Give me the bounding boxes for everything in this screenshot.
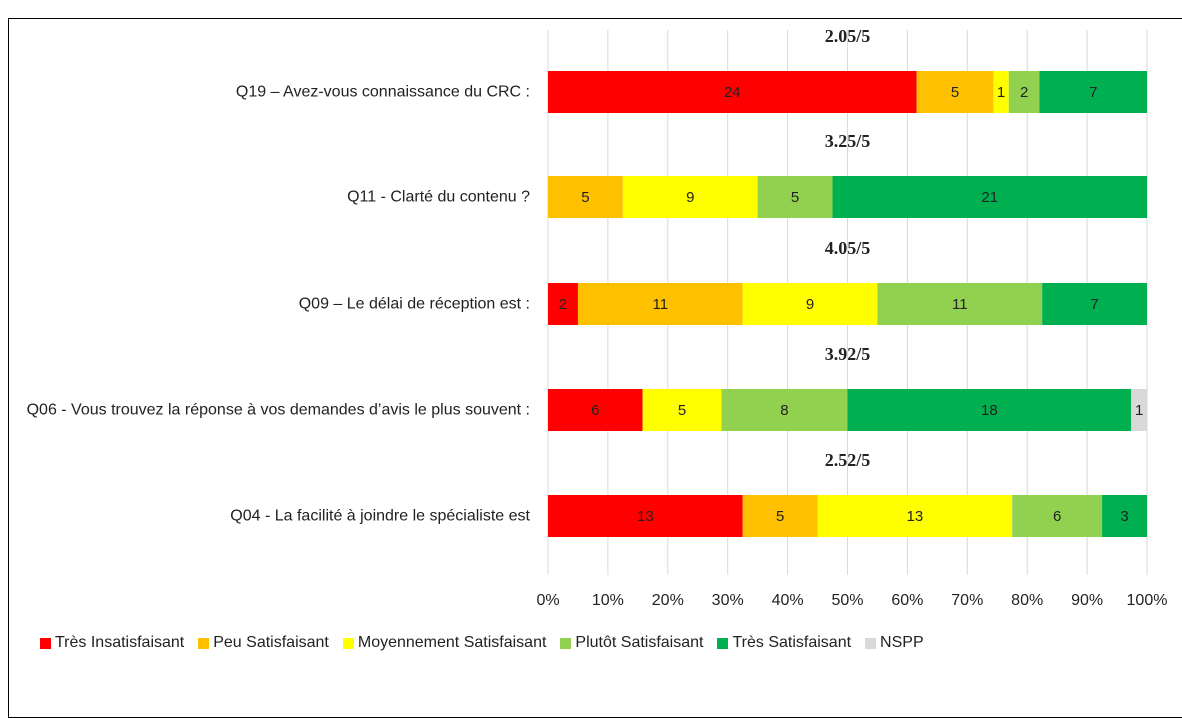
legend-item: Plutôt Satisfaisant (560, 634, 703, 652)
data-label: 7 (1089, 84, 1097, 101)
category-label: Q19 – Avez-vous connaissance du CRC : (235, 83, 530, 101)
legend-label: NSPP (880, 634, 924, 651)
x-tick-label: 70% (951, 592, 983, 609)
data-label: 18 (981, 402, 998, 419)
bar-segment (548, 176, 623, 218)
x-tick-label: 80% (1011, 592, 1043, 609)
bar-segment (721, 389, 848, 431)
data-label: 13 (637, 508, 654, 525)
bar-segment (1008, 71, 1040, 113)
category-label: Q11 - Clarté du contenu ? (347, 188, 530, 206)
legend-swatch (342, 637, 354, 649)
bar-segment (916, 71, 994, 113)
bar-segment (548, 283, 578, 325)
data-label: 3 (1120, 508, 1128, 525)
legend-item: Peu Satisfaisant (198, 634, 329, 652)
bar-segment (577, 283, 743, 325)
legend-label: Très Insatisfaisant (55, 634, 185, 651)
data-label: 5 (776, 508, 784, 525)
legend: Très Insatisfaisant Peu Satisfaisant Moyen… (40, 634, 1170, 652)
legend-swatch (198, 637, 210, 649)
data-label: 8 (780, 402, 788, 419)
x-tick-label: 20% (652, 592, 684, 609)
legend-swatch (560, 637, 572, 649)
score-annotation: 3.25/5 (825, 131, 871, 151)
category-label: Q06 - Vous trouvez la réponse à vos dema… (26, 401, 530, 419)
category-label: Q09 – Le délai de réception est : (298, 295, 530, 313)
data-label: 5 (678, 402, 686, 419)
legend-label: Peu Satisfaisant (213, 634, 329, 651)
legend-item: Très Satisfaisant (717, 634, 851, 652)
bar-segment (1131, 389, 1147, 431)
legend-label: Très Satisfaisant (732, 634, 852, 651)
data-label: 5 (581, 189, 589, 206)
data-label: 11 (952, 296, 968, 313)
x-tick-label: 10% (592, 592, 624, 609)
bar-segment (642, 389, 722, 431)
legend-swatch (717, 637, 729, 649)
bar-segment (622, 176, 758, 218)
data-label: 24 (724, 84, 741, 101)
bar-segment (548, 389, 643, 431)
bar-segment (877, 283, 1043, 325)
data-label: 6 (591, 402, 599, 419)
data-label: 1 (1135, 402, 1143, 419)
x-tick-label: 60% (891, 592, 923, 609)
data-label: 2 (559, 296, 567, 313)
legend-label: Plutôt Satisfaisant (575, 634, 704, 651)
data-label: 5 (791, 189, 799, 206)
page: 0% 10% 20% 30% 40% 50% 60% 70% 80% 90% 100% 2.05/5 2… (8, 18, 1182, 718)
x-tick-label: 100% (1127, 592, 1168, 609)
score-annotation: 3.92/5 (825, 344, 871, 364)
x-tick-label: 90% (1071, 592, 1103, 609)
legend-item: Moyennement Satisfaisant (342, 634, 547, 652)
bar-segment (1042, 283, 1147, 325)
data-label: 5 (951, 84, 959, 101)
score-annotation: 2.52/5 (825, 450, 871, 470)
bar-segment (757, 176, 833, 218)
x-tick-label: 0% (536, 592, 559, 609)
bar-segment (817, 495, 1013, 537)
x-tick-label: 50% (831, 592, 863, 609)
legend-swatch (40, 637, 51, 649)
data-label: 2 (1020, 84, 1028, 101)
category-label: Q04 - La facilité à joindre le spécialis… (230, 507, 530, 525)
bar-segment (1102, 495, 1147, 537)
bar-segment (742, 495, 818, 537)
bar-segment (993, 71, 1009, 113)
data-label: 7 (1090, 296, 1098, 313)
data-label: 13 (907, 508, 924, 525)
bar-segment (742, 283, 878, 325)
legend-item: Très Insatisfaisant (40, 634, 184, 652)
bar-segment (1039, 71, 1147, 113)
data-label: 9 (686, 189, 694, 206)
data-label: 21 (981, 189, 998, 206)
legend-label: Moyennement Satisfaisant (357, 634, 547, 651)
score-annotation: 4.05/5 (825, 238, 871, 258)
data-label: 1 (997, 84, 1005, 101)
bar-segment (1012, 495, 1103, 537)
chart: 0% 10% 20% 30% 40% 50% 60% 70% 80% 90% 100% 2.05/5 2… (536, 26, 1168, 609)
bar-segment (548, 71, 917, 113)
legend-item: NSPP (865, 634, 924, 652)
x-tick-label: 40% (772, 592, 804, 609)
data-label: 11 (653, 296, 669, 313)
data-label: 6 (1053, 508, 1061, 525)
x-tick-label: 30% (712, 592, 744, 609)
bar-segment (548, 495, 743, 537)
legend-swatch (865, 637, 877, 649)
score-annotation: 2.05/5 (825, 26, 871, 46)
data-label: 9 (806, 296, 814, 313)
bar-segment (847, 389, 1132, 431)
bar-segment (832, 176, 1147, 218)
